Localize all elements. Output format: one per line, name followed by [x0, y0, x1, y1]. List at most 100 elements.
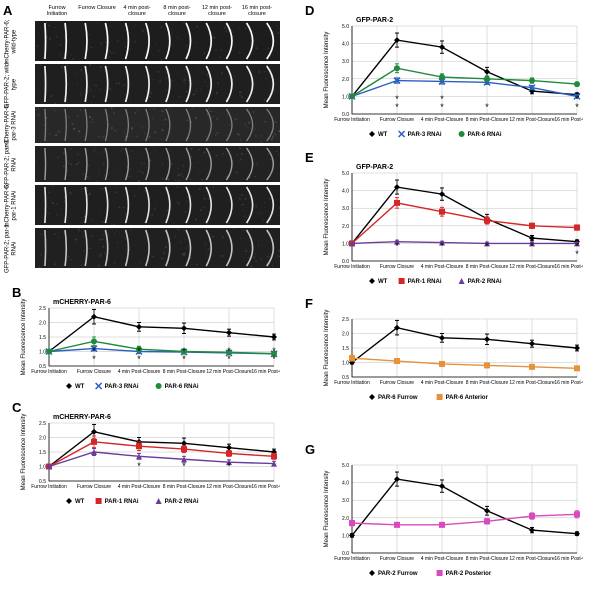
svg-text:1.0: 1.0	[342, 361, 349, 367]
svg-text:*: *	[92, 346, 96, 356]
svg-text:1.5: 1.5	[342, 346, 349, 352]
micro-top-label: 8 min post-closure	[158, 6, 196, 18]
svg-text:12 min Post-Closure: 12 min Post-Closure	[206, 484, 252, 490]
svg-text:*: *	[272, 346, 276, 356]
svg-text:Furrow Closure: Furrow Closure	[77, 484, 111, 490]
svg-text:12 min Post-Closure: 12 min Post-Closure	[509, 264, 555, 270]
svg-text:Mean Fluorescence Intensity: Mean Fluorescence Intensity	[324, 471, 330, 548]
svg-text:*: *	[137, 461, 141, 471]
svg-text:3.0: 3.0	[342, 498, 349, 504]
svg-text:mCHERRY-PAR-6: mCHERRY-PAR-6	[53, 414, 111, 421]
micro-row	[35, 107, 280, 143]
svg-text:WT: WT	[75, 499, 85, 505]
svg-text:*: *	[485, 241, 489, 251]
svg-text:Mean Fluorescence Intensity: Mean Fluorescence Intensity	[21, 414, 27, 491]
svg-text:Furrow Initiation: Furrow Initiation	[31, 369, 67, 375]
svg-text:Mean Fluorescence Intensity: Mean Fluorescence Intensity	[21, 299, 27, 376]
panel-label-f: F	[305, 296, 313, 311]
svg-text:Furrow Initiation: Furrow Initiation	[334, 264, 370, 270]
svg-text:Mean Fluorescence Intensity: Mean Fluorescence Intensity	[324, 32, 330, 109]
svg-text:2.5: 2.5	[39, 306, 46, 312]
svg-text:16 min Post-Closure: 16 min Post-Closure	[554, 264, 583, 270]
svg-text:4.0: 4.0	[342, 42, 349, 48]
svg-text:2.5: 2.5	[342, 317, 349, 323]
svg-text:*: *	[395, 241, 399, 251]
svg-text:8 min Post-Closure: 8 min Post-Closure	[466, 556, 509, 562]
svg-text:16 min Post-Closure: 16 min Post-Closure	[251, 484, 280, 490]
svg-text:PAR-1 RNAi: PAR-1 RNAi	[408, 279, 442, 285]
svg-text:2.0: 2.0	[342, 77, 349, 83]
svg-text:PAR-2 Posterior: PAR-2 Posterior	[446, 571, 492, 577]
svg-text:Furrow Closure: Furrow Closure	[380, 264, 414, 270]
svg-text:Furrow Closure: Furrow Closure	[77, 369, 111, 375]
svg-text:Furrow Closure: Furrow Closure	[380, 556, 414, 562]
svg-text:4 min Post-Closure: 4 min Post-Closure	[421, 117, 464, 123]
panel-label-d: D	[305, 3, 314, 18]
svg-text:12 min Post-Closure: 12 min Post-Closure	[509, 117, 555, 123]
svg-text:*: *	[182, 346, 186, 356]
svg-text:8 min Post-Closure: 8 min Post-Closure	[466, 264, 509, 270]
svg-text:WT: WT	[378, 279, 388, 285]
svg-text:1.0: 1.0	[342, 94, 349, 100]
micro-row	[35, 21, 280, 61]
svg-text:12 min Post-Closure: 12 min Post-Closure	[509, 556, 555, 562]
svg-text:2.5: 2.5	[39, 421, 46, 427]
svg-text:Mean Fluorescence Intensity: Mean Fluorescence Intensity	[324, 310, 330, 387]
svg-text:1.5: 1.5	[39, 450, 46, 456]
micro-top-label: 16 min post-closure	[238, 6, 276, 18]
svg-text:PAR-6 Furrow: PAR-6 Furrow	[378, 395, 418, 401]
svg-text:5.0: 5.0	[342, 463, 349, 469]
svg-text:2.0: 2.0	[39, 436, 46, 442]
svg-text:PAR-6 Anterior: PAR-6 Anterior	[446, 395, 489, 401]
svg-text:PAR-3 RNAi: PAR-3 RNAi	[105, 384, 139, 390]
svg-text:Furrow Closure: Furrow Closure	[380, 380, 414, 386]
svg-text:4.0: 4.0	[342, 481, 349, 487]
svg-text:*: *	[440, 241, 444, 251]
svg-text:4.0: 4.0	[342, 189, 349, 195]
chart-C: 0.51.01.52.02.5Furrow InitiationFurrow C…	[15, 411, 280, 531]
svg-text:WT: WT	[75, 384, 85, 390]
svg-text:*: *	[227, 346, 231, 356]
micro-top-label: Furrow Closure	[78, 6, 116, 12]
svg-text:4 min Post-Closure: 4 min Post-Closure	[118, 484, 161, 490]
svg-text:*: *	[440, 94, 444, 104]
svg-text:2.0: 2.0	[342, 332, 349, 338]
svg-text:GFP-PAR-2: GFP-PAR-2	[356, 17, 393, 24]
svg-text:WT: WT	[378, 132, 388, 138]
svg-text:PAR-3 RNAi: PAR-3 RNAi	[408, 132, 442, 138]
svg-text:4 min Post-Closure: 4 min Post-Closure	[421, 380, 464, 386]
svg-text:16 min Post-Closure: 16 min Post-Closure	[554, 380, 583, 386]
svg-text:2.0: 2.0	[342, 224, 349, 230]
panel-label-g: G	[305, 442, 315, 457]
svg-text:8 min Post-Closure: 8 min Post-Closure	[466, 117, 509, 123]
svg-text:2.0: 2.0	[39, 321, 46, 327]
svg-text:PAR-2 RNAi: PAR-2 RNAi	[468, 279, 502, 285]
svg-text:5.0: 5.0	[342, 171, 349, 177]
svg-text:12 min Post-Closure: 12 min Post-Closure	[509, 380, 555, 386]
chart-E: 0.01.02.03.04.05.0Furrow InitiationFurro…	[318, 161, 583, 311]
micro-top-label: 12 min post-closure	[198, 6, 236, 18]
svg-text:1.0: 1.0	[342, 241, 349, 247]
svg-text:16 min Post-Closure: 16 min Post-Closure	[554, 556, 583, 562]
chart-D: 0.01.02.03.04.05.0Furrow InitiationFurro…	[318, 14, 583, 164]
chart-B: 0.51.01.52.02.5Furrow InitiationFurrow C…	[15, 296, 280, 416]
svg-text:Furrow Initiation: Furrow Initiation	[334, 380, 370, 386]
svg-text:*: *	[137, 346, 141, 356]
svg-text:mCHERRY-PAR-6: mCHERRY-PAR-6	[53, 299, 111, 306]
svg-text:1.0: 1.0	[39, 465, 46, 471]
svg-text:PAR-6 RNAi: PAR-6 RNAi	[468, 132, 502, 138]
svg-text:Mean Fluorescence Intensity: Mean Fluorescence Intensity	[324, 179, 330, 256]
svg-text:Furrow Initiation: Furrow Initiation	[31, 484, 67, 490]
svg-text:*: *	[395, 94, 399, 104]
svg-text:4 min Post-Closure: 4 min Post-Closure	[421, 264, 464, 270]
svg-text:16 min Post-Closure: 16 min Post-Closure	[554, 117, 583, 123]
svg-text:3.0: 3.0	[342, 59, 349, 65]
micro-top-label: 4 min post-closure	[118, 6, 156, 18]
svg-text:4 min Post-Closure: 4 min Post-Closure	[118, 369, 161, 375]
micro-row	[35, 185, 280, 225]
panel-label-e: E	[305, 150, 314, 165]
svg-text:PAR-1 RNAi: PAR-1 RNAi	[105, 499, 139, 505]
svg-text:Furrow Closure: Furrow Closure	[380, 117, 414, 123]
svg-text:8 min Post-Closure: 8 min Post-Closure	[466, 380, 509, 386]
micro-row	[35, 228, 280, 268]
